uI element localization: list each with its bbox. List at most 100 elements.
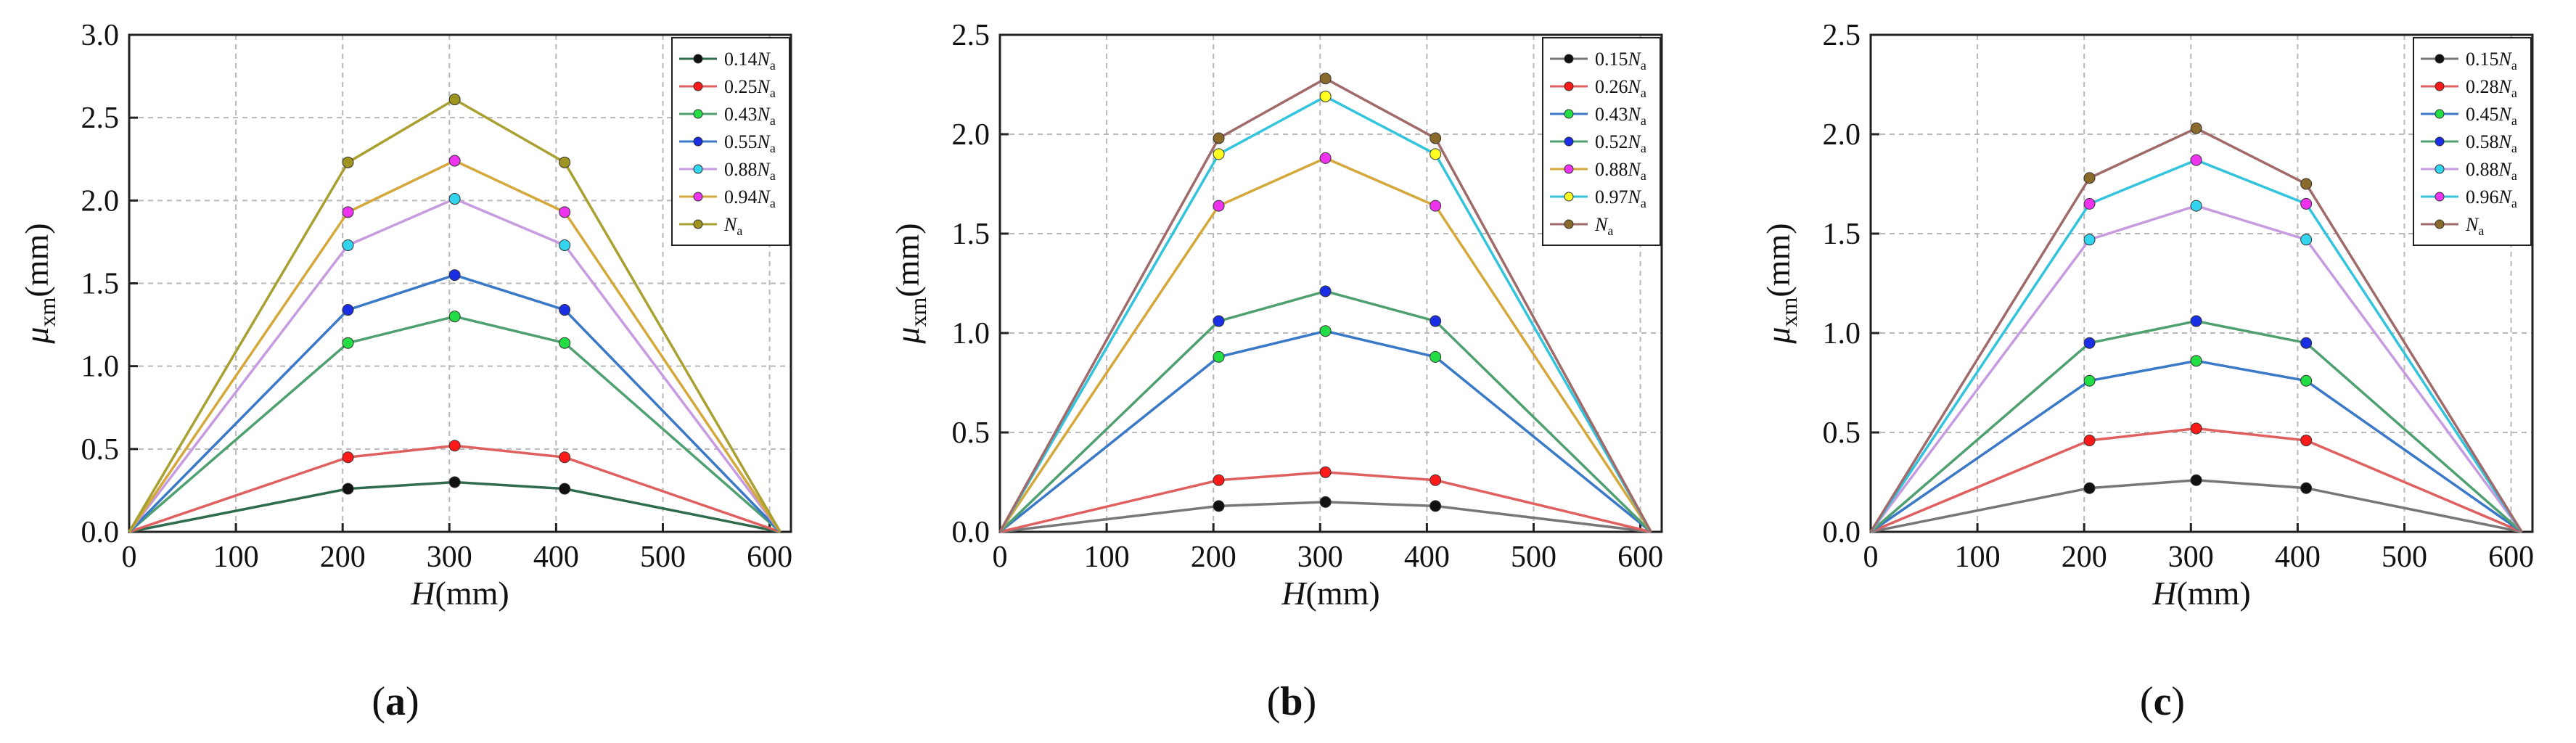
panel-label: (a) xyxy=(372,679,419,724)
data-point xyxy=(1429,474,1442,486)
legend-swatch-marker xyxy=(1564,192,1574,202)
x-tick-label: 0 xyxy=(1863,541,1879,574)
data-point xyxy=(1319,285,1332,297)
legend-swatch-marker xyxy=(693,164,703,174)
legend-label: Na xyxy=(723,214,742,238)
legend-swatch-marker xyxy=(2435,109,2445,119)
legend-swatch-marker xyxy=(1564,81,1574,91)
legend-swatch-marker xyxy=(1564,136,1574,147)
x-tick-label: 300 xyxy=(427,541,472,574)
x-tick-label: 0 xyxy=(122,541,137,574)
data-point xyxy=(2083,172,2096,184)
series-0.25Na xyxy=(128,440,781,533)
series-0.88Na xyxy=(1869,200,2523,533)
panel-label: (c) xyxy=(2140,679,2185,724)
x-tick-label: 200 xyxy=(320,541,366,574)
x-tick-label: 100 xyxy=(1084,541,1130,574)
data-point xyxy=(448,193,461,205)
series-line xyxy=(1870,479,2522,533)
y-tick-label: 0.5 xyxy=(952,416,990,450)
legend-swatch-marker xyxy=(1564,164,1574,174)
legend-label: 0.88Na xyxy=(2466,159,2517,183)
legend-label: 0.15Na xyxy=(1595,49,1646,73)
series-0.15Na xyxy=(1870,474,2522,533)
series-0.43Na xyxy=(128,311,782,533)
data-point xyxy=(1319,325,1332,337)
series-0.14Na xyxy=(128,476,781,533)
data-point xyxy=(342,156,354,168)
x-tick-label: 400 xyxy=(1404,541,1450,574)
series-0.45Na xyxy=(1870,355,2523,533)
chart-panel-b: 0 100 200 300 400 500 600 0.0 0.5 1.0 1.5 2.0 2.5 H(m… xyxy=(889,19,1663,724)
y-tick-label: 0.5 xyxy=(81,433,120,467)
legend-swatch-marker xyxy=(693,81,703,91)
data-point xyxy=(342,206,354,218)
data-point xyxy=(448,311,461,323)
y-tick-label: 2.5 xyxy=(1823,19,1861,52)
legend-label: 0.97Na xyxy=(1595,186,1646,210)
data-point xyxy=(448,440,461,452)
y-tick-label: 3.0 xyxy=(81,19,120,52)
data-point xyxy=(448,269,461,282)
series-0.94Na xyxy=(128,155,782,533)
legend-swatch-marker xyxy=(693,109,703,119)
data-point xyxy=(1319,496,1332,508)
data-point xyxy=(448,476,461,488)
data-point xyxy=(1429,350,1442,363)
x-tick-label: 200 xyxy=(2062,541,2107,574)
legend-label: 0.88Na xyxy=(724,159,776,183)
data-point xyxy=(342,239,354,251)
series-0.55Na xyxy=(128,269,782,533)
data-point xyxy=(2300,337,2313,349)
series-0.58Na xyxy=(1869,315,2523,533)
y-tick-label: 0.5 xyxy=(1823,416,1861,450)
data-point xyxy=(1213,200,1225,212)
data-point xyxy=(1213,148,1225,160)
data-point xyxy=(1213,500,1225,512)
y-axis-label: μxm(mm) xyxy=(1760,223,1802,344)
data-point xyxy=(2083,234,2096,246)
legend-label: 0.96Na xyxy=(2466,186,2517,210)
data-point xyxy=(2300,434,2313,446)
data-point xyxy=(1213,350,1225,363)
x-tick-label: 500 xyxy=(640,541,686,574)
data-point xyxy=(559,156,571,168)
data-point xyxy=(448,94,461,106)
series-0.15Na xyxy=(999,496,1652,533)
y-tick-label: 1.0 xyxy=(952,317,990,350)
data-point xyxy=(1429,148,1442,160)
legend-label: 0.88Na xyxy=(1595,159,1646,183)
data-point xyxy=(559,206,571,218)
plot-frame xyxy=(1869,33,2534,533)
data-point xyxy=(2300,178,2313,190)
series-Na xyxy=(128,94,782,533)
data-point xyxy=(342,304,354,316)
legend-swatch-marker xyxy=(1564,54,1574,64)
data-point xyxy=(2190,154,2202,166)
x-tick-label: 100 xyxy=(213,541,259,574)
x-tick-label: 100 xyxy=(1955,541,2001,574)
data-point xyxy=(342,451,354,464)
legend-swatch-marker xyxy=(2435,219,2445,229)
y-axis-label: μxm(mm) xyxy=(889,223,931,344)
legend-swatch-marker xyxy=(2435,192,2445,202)
data-point xyxy=(2300,234,2313,246)
legend-label: 0.94Na xyxy=(724,186,776,210)
y-tick-label: 2.0 xyxy=(1823,118,1861,152)
legend-swatch-marker xyxy=(2435,81,2445,91)
data-point xyxy=(2190,355,2202,367)
legend-label: 0.55Na xyxy=(724,131,776,155)
data-point xyxy=(2300,374,2313,387)
y-tick-label: 0.0 xyxy=(81,516,120,549)
data-point xyxy=(1319,466,1332,478)
x-tick-label: 300 xyxy=(2168,541,2214,574)
data-point xyxy=(2083,482,2096,494)
data-point xyxy=(1213,132,1225,144)
data-point xyxy=(2190,122,2202,134)
y-tick-label: 1.0 xyxy=(81,350,120,384)
data-point xyxy=(2083,374,2096,387)
series-0.43Na xyxy=(998,325,1652,533)
x-tick-label: 600 xyxy=(1617,541,1663,574)
legend-label: 0.43Na xyxy=(724,104,776,128)
